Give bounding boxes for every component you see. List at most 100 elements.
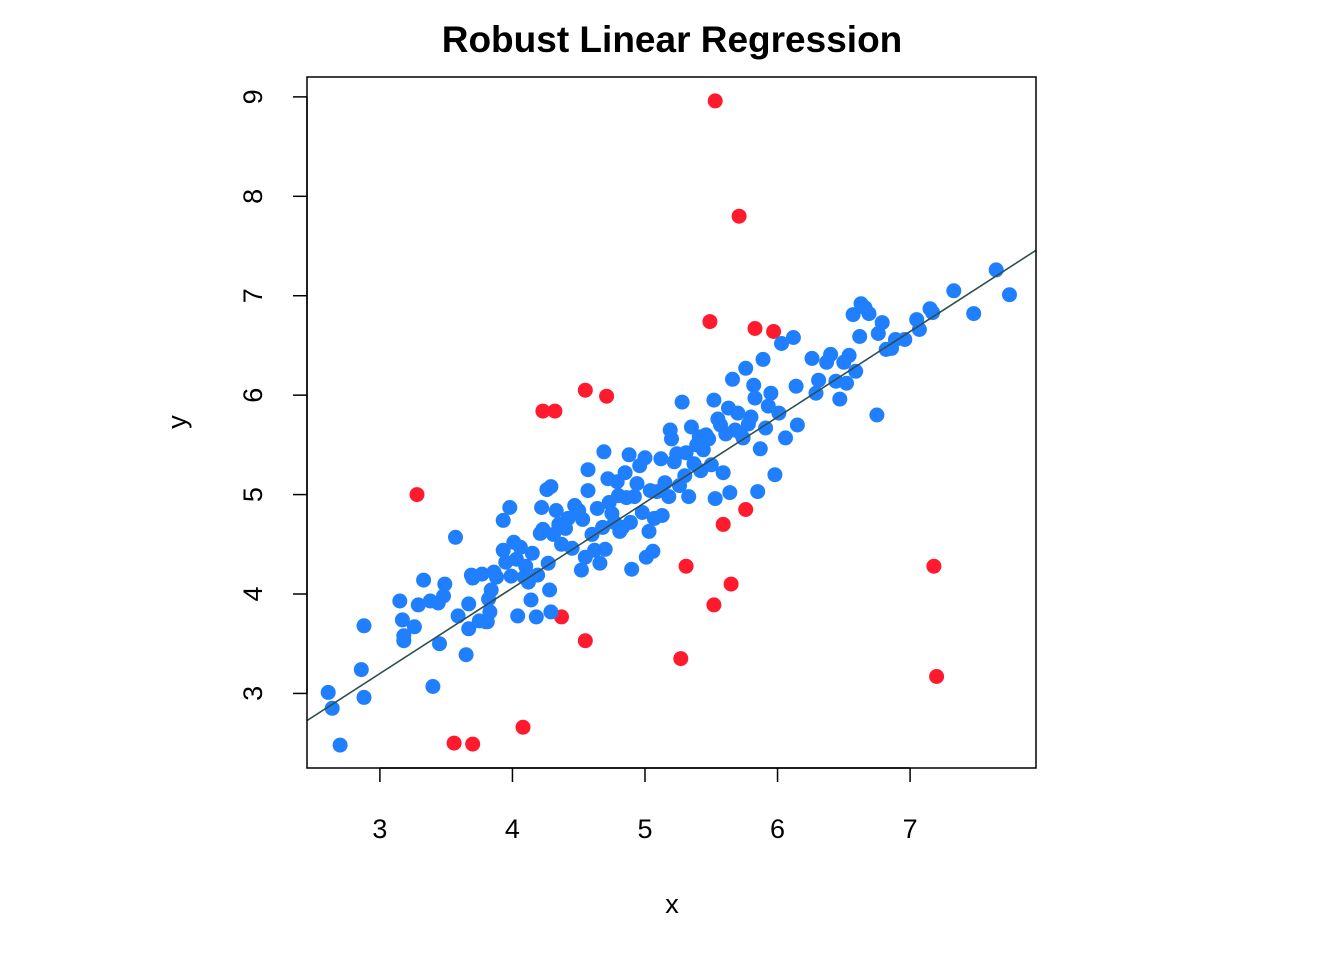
x-axis: 3 4 5 6 7 xyxy=(372,767,918,844)
inlier-point xyxy=(524,545,540,561)
inlier-point xyxy=(750,484,766,500)
inlier-point xyxy=(629,476,645,492)
inlier-point xyxy=(461,596,477,612)
inlier-point xyxy=(580,483,596,499)
inlier-point xyxy=(575,511,591,527)
y-tick-label: 9 xyxy=(238,89,268,104)
inlier-point xyxy=(436,588,451,604)
inlier-point xyxy=(763,385,779,401)
inlier-point xyxy=(394,612,410,628)
inlier-point xyxy=(758,420,774,436)
outlier-point xyxy=(747,321,763,336)
inlier-point xyxy=(653,451,669,467)
inlier-point xyxy=(771,405,787,421)
inlier-point xyxy=(503,568,519,584)
inlier-point xyxy=(832,391,848,407)
inlier-point xyxy=(448,529,463,545)
inlier-point xyxy=(573,562,589,578)
inlier-point xyxy=(730,405,746,421)
x-axis-label: x xyxy=(665,889,679,919)
inlier-point xyxy=(839,375,854,391)
inlier-point xyxy=(482,604,498,620)
inlier-point xyxy=(406,619,422,635)
chart-title: Robust Linear Regression xyxy=(442,19,903,60)
inlier-point xyxy=(661,489,677,505)
inlier-point xyxy=(597,541,613,557)
outlier-point xyxy=(738,502,754,517)
inlier-point xyxy=(848,363,864,379)
x-tick-label: 3 xyxy=(372,814,387,844)
inlier-point xyxy=(657,475,673,491)
inlier-point xyxy=(637,450,653,466)
inlier-point xyxy=(925,305,941,321)
inlier-point xyxy=(664,431,679,447)
inlier-point xyxy=(450,608,466,624)
inlier-point xyxy=(845,307,861,323)
inlier-point xyxy=(495,512,511,528)
outlier-point xyxy=(715,516,731,532)
inlier-point xyxy=(560,510,576,526)
y-tick-label: 8 xyxy=(238,189,268,204)
outlier-point xyxy=(577,382,593,398)
inlier-point xyxy=(483,582,499,598)
inlier-point xyxy=(641,523,657,539)
inlier-point xyxy=(425,679,441,694)
inlier-point xyxy=(518,558,534,574)
inlier-point xyxy=(502,500,518,515)
inlier-point xyxy=(767,467,783,483)
inlier-point xyxy=(624,561,640,577)
inlier-point xyxy=(752,441,768,457)
inlier-point xyxy=(778,430,793,446)
outlier-point xyxy=(929,669,945,684)
inlier-point xyxy=(543,479,559,495)
inlier-point xyxy=(495,542,511,558)
inlier-point xyxy=(722,485,738,501)
inlier-point xyxy=(592,555,608,571)
y-tick-label: 4 xyxy=(238,586,268,601)
inlier-point xyxy=(725,371,740,387)
inlier-point xyxy=(489,569,504,585)
inlier-point xyxy=(528,609,544,625)
inlier-point xyxy=(320,684,336,700)
plot-marks xyxy=(307,93,1036,753)
inlier-point xyxy=(707,491,723,507)
inlier-point xyxy=(324,700,340,716)
outlier-point xyxy=(702,314,718,330)
inlier-point xyxy=(811,372,827,388)
outlier-point xyxy=(731,208,747,224)
inlier-point xyxy=(743,409,759,425)
inlier-point xyxy=(622,514,638,530)
outlier-point xyxy=(678,558,694,574)
y-tick-label: 5 xyxy=(238,487,268,502)
inlier-point xyxy=(596,444,612,460)
inlier-point xyxy=(332,737,348,753)
inlier-point xyxy=(774,336,789,351)
inlier-point xyxy=(852,329,868,344)
inlier-point xyxy=(861,306,877,322)
inlier-point xyxy=(392,593,408,609)
inlier-point xyxy=(715,465,731,481)
inlier-point xyxy=(785,330,801,345)
outlier-point xyxy=(707,93,723,109)
outlier-point xyxy=(766,324,782,339)
inlier-point xyxy=(523,592,539,608)
inlier-point xyxy=(530,567,546,583)
inlier-point xyxy=(353,662,369,678)
outlier-point xyxy=(465,736,481,752)
inlier-point xyxy=(789,417,805,433)
inlier-point xyxy=(474,566,490,582)
inlier-point xyxy=(869,407,885,423)
inlier-point xyxy=(396,628,412,644)
inlier-point xyxy=(548,503,564,518)
inlier-point xyxy=(416,572,432,588)
inlier-point xyxy=(634,505,650,520)
inlier-point xyxy=(461,621,477,637)
inlier-point xyxy=(356,618,372,634)
inlier-point xyxy=(804,350,820,366)
inlier-point xyxy=(543,604,559,620)
outlier-point xyxy=(706,597,722,613)
inlier-point xyxy=(823,346,839,362)
inlier-point xyxy=(595,519,611,535)
inlier-point xyxy=(678,445,694,461)
